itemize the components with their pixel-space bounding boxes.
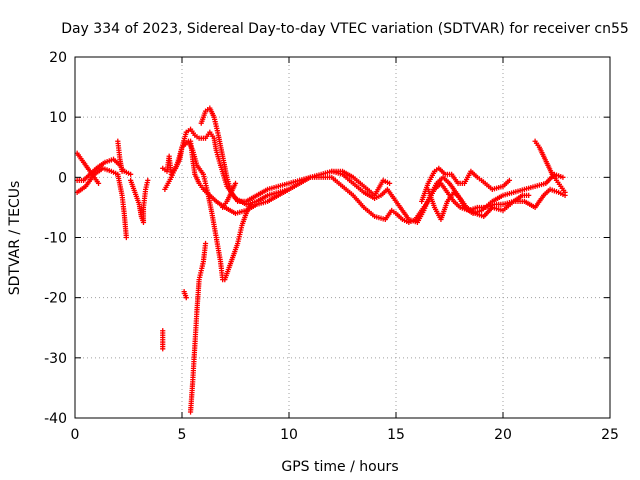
x-tick-label: 0 [71,427,80,443]
data-point [526,192,532,198]
y-tick-label: -40 [44,411,67,427]
data-point [145,177,151,183]
x-tick-label: 5 [178,427,187,443]
x-tick-label: 20 [494,427,512,443]
data-point [232,180,239,186]
x-tick-label: 25 [601,427,619,443]
data-point [128,171,134,177]
series-track-q [425,186,532,223]
series-track-n [222,201,254,283]
series-track-o [329,168,393,198]
y-tick-label: -10 [44,231,67,247]
series-track-e [128,177,151,226]
x-axis-label: GPS time / hours [281,459,398,475]
series-track-i [181,289,189,301]
data-point [386,180,393,186]
series-track-a [74,156,134,183]
axes: 0 5 10 15 20 25 -40 -30 -20 -10 0 10 20 [44,50,619,443]
data-point [160,346,166,352]
data-point [123,234,129,241]
data-point [562,189,568,195]
data-point [119,168,125,174]
series-track-l [198,105,568,226]
y-tick-label: 0 [58,170,67,186]
series-track-d [115,138,125,174]
series-track-b [74,165,129,241]
series-track-p [419,165,513,204]
data-point [202,240,209,247]
data-point [247,201,254,208]
y-tick-label: 20 [49,50,67,66]
series-track-c [74,150,102,186]
chart-title: Day 334 of 2023, Sidereal Day-to-day VTE… [61,21,629,37]
y-tick-label: -30 [44,351,67,367]
series-track-m [220,180,239,211]
series-track-r [532,138,568,195]
y-tick-label: -20 [44,291,67,307]
data-point [506,177,513,183]
y-axis-label: SDTVAR / TECUs [7,181,23,296]
data-point [183,295,189,301]
x-tick-label: 10 [280,427,298,443]
x-tick-label: 15 [387,427,405,443]
y-tick-label: 10 [49,110,67,126]
grid [75,57,610,418]
plot-frame [74,56,611,419]
data-marks [74,105,568,415]
series-track-f [160,328,166,352]
series-track-j [187,240,209,415]
data-point [95,180,102,186]
data-point [560,174,566,180]
